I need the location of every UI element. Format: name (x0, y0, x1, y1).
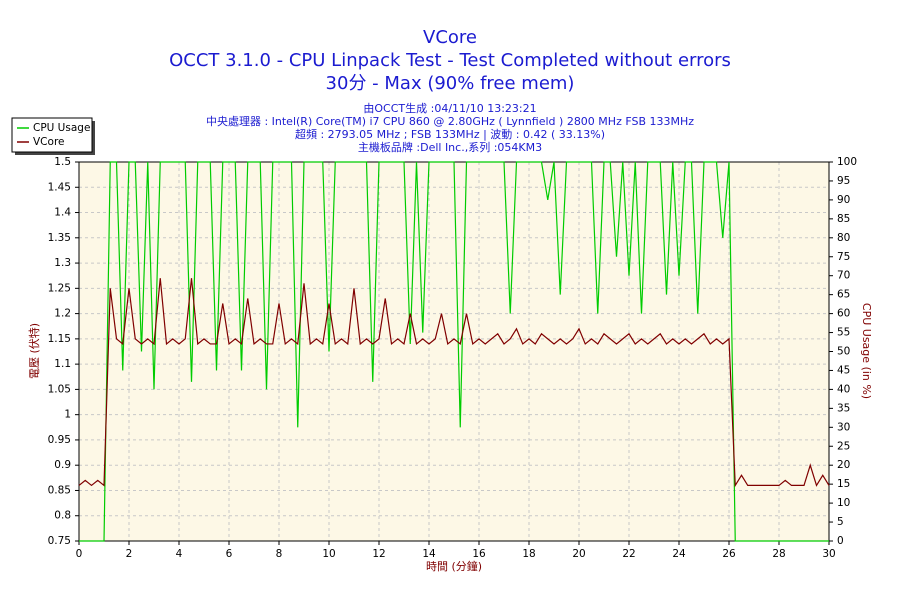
series-line (78, 278, 830, 488)
legend-label: CPU Usage (33, 122, 90, 134)
y-tick-label: 1.5 (54, 156, 71, 168)
info-line: 主機板品牌 :Dell Inc.,系列 :054KM3 (358, 140, 542, 154)
chart-title: VCore (423, 27, 477, 48)
x-tick-label: 16 (472, 548, 486, 560)
x-tick-label: 6 (226, 548, 233, 560)
y-tick-label: 1.45 (48, 181, 71, 193)
y-tick-label: 1.35 (48, 232, 71, 244)
y2-tick-label: 65 (837, 289, 850, 301)
y-tick-label: 0.85 (48, 484, 71, 496)
x-tick-label: 30 (822, 548, 835, 560)
x-tick-label: 0 (76, 548, 83, 560)
legend-box (11, 117, 93, 153)
y2-tick-label: 10 (837, 497, 850, 509)
y2-tick-label: 5 (837, 516, 844, 528)
y2-tick-label: 90 (837, 194, 850, 206)
y-tick-label: 0.9 (54, 459, 71, 471)
y2-tick-label: 85 (837, 213, 850, 225)
plot-area (79, 162, 829, 541)
y2-tick-label: 0 (837, 535, 844, 547)
x-tick-label: 12 (372, 548, 385, 560)
y2-tick-label: 95 (837, 175, 850, 187)
y2-tick-label: 55 (837, 327, 850, 339)
x-tick-label: 14 (422, 548, 436, 560)
y2-tick-label: 20 (837, 459, 850, 471)
series-line (79, 161, 829, 542)
y2-tick-label: 35 (837, 402, 850, 414)
y2-tick-label: 75 (837, 251, 850, 263)
x-tick-label: 8 (276, 548, 283, 560)
x-axis-label: 時間 (分鐘) (426, 559, 482, 573)
y-axis-label: 電壓 (伏特) (27, 323, 41, 379)
y-tick-label: 1.05 (48, 383, 71, 395)
info-line: 由OCCT生成 :04/11/10 13:23:21 (363, 101, 536, 115)
y2-tick-label: 60 (837, 308, 850, 320)
y-tick-label: 1.2 (54, 308, 71, 320)
x-tick-label: 20 (572, 548, 585, 560)
y-tick-label: 1.25 (48, 282, 71, 294)
y2-tick-label: 45 (837, 364, 850, 376)
y2-tick-label: 25 (837, 440, 850, 452)
x-tick-label: 18 (522, 548, 535, 560)
x-tick-label: 10 (322, 548, 335, 560)
x-tick-label: 22 (622, 548, 635, 560)
y2-tick-label: 100 (837, 156, 857, 168)
y2-tick-label: 40 (837, 383, 850, 395)
y-tick-label: 1 (64, 409, 71, 421)
y2-tick-label: 70 (837, 270, 850, 282)
y-tick-label: 0.95 (48, 434, 71, 446)
y-tick-label: 1.4 (54, 207, 71, 219)
y2-tick-label: 15 (837, 478, 850, 490)
y-tick-label: 1.3 (54, 257, 71, 269)
x-tick-label: 24 (672, 548, 686, 560)
y-tick-label: 0.8 (54, 510, 71, 522)
chart-subtitle: 30分 - Max (90% free mem) (326, 73, 575, 94)
y2-tick-label: 30 (837, 421, 850, 433)
chart-subtitle: OCCT 3.1.0 - CPU Linpack Test - Test Com… (169, 50, 731, 71)
y2-axis-label: CPU Usage (in %) (860, 303, 873, 399)
y2-tick-label: 80 (837, 232, 850, 244)
x-tick-label: 2 (126, 548, 133, 560)
legend-label: VCore (33, 136, 65, 148)
y-tick-label: 1.15 (48, 333, 71, 345)
info-line: 超頻 : 2793.05 MHz ; FSB 133MHz | 波動 : 0.4… (295, 127, 605, 141)
x-tick-label: 4 (176, 548, 183, 560)
y-tick-label: 0.75 (48, 535, 71, 547)
info-line: 中央處理器 : Intel(R) Core(TM) i7 CPU 860 @ 2… (206, 114, 694, 128)
y-tick-label: 1.1 (54, 358, 71, 370)
x-tick-label: 28 (772, 548, 785, 560)
y2-tick-label: 50 (837, 346, 850, 358)
x-tick-label: 26 (722, 548, 736, 560)
